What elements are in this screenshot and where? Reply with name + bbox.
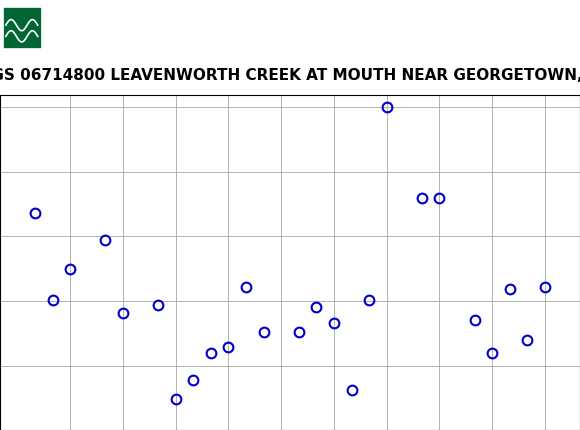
- FancyBboxPatch shape: [3, 7, 42, 49]
- Text: USGS: USGS: [48, 16, 120, 40]
- Text: USGS 06714800 LEAVENWORTH CREEK AT MOUTH NEAR GEORGETOWN, CO: USGS 06714800 LEAVENWORTH CREEK AT MOUTH…: [0, 68, 580, 83]
